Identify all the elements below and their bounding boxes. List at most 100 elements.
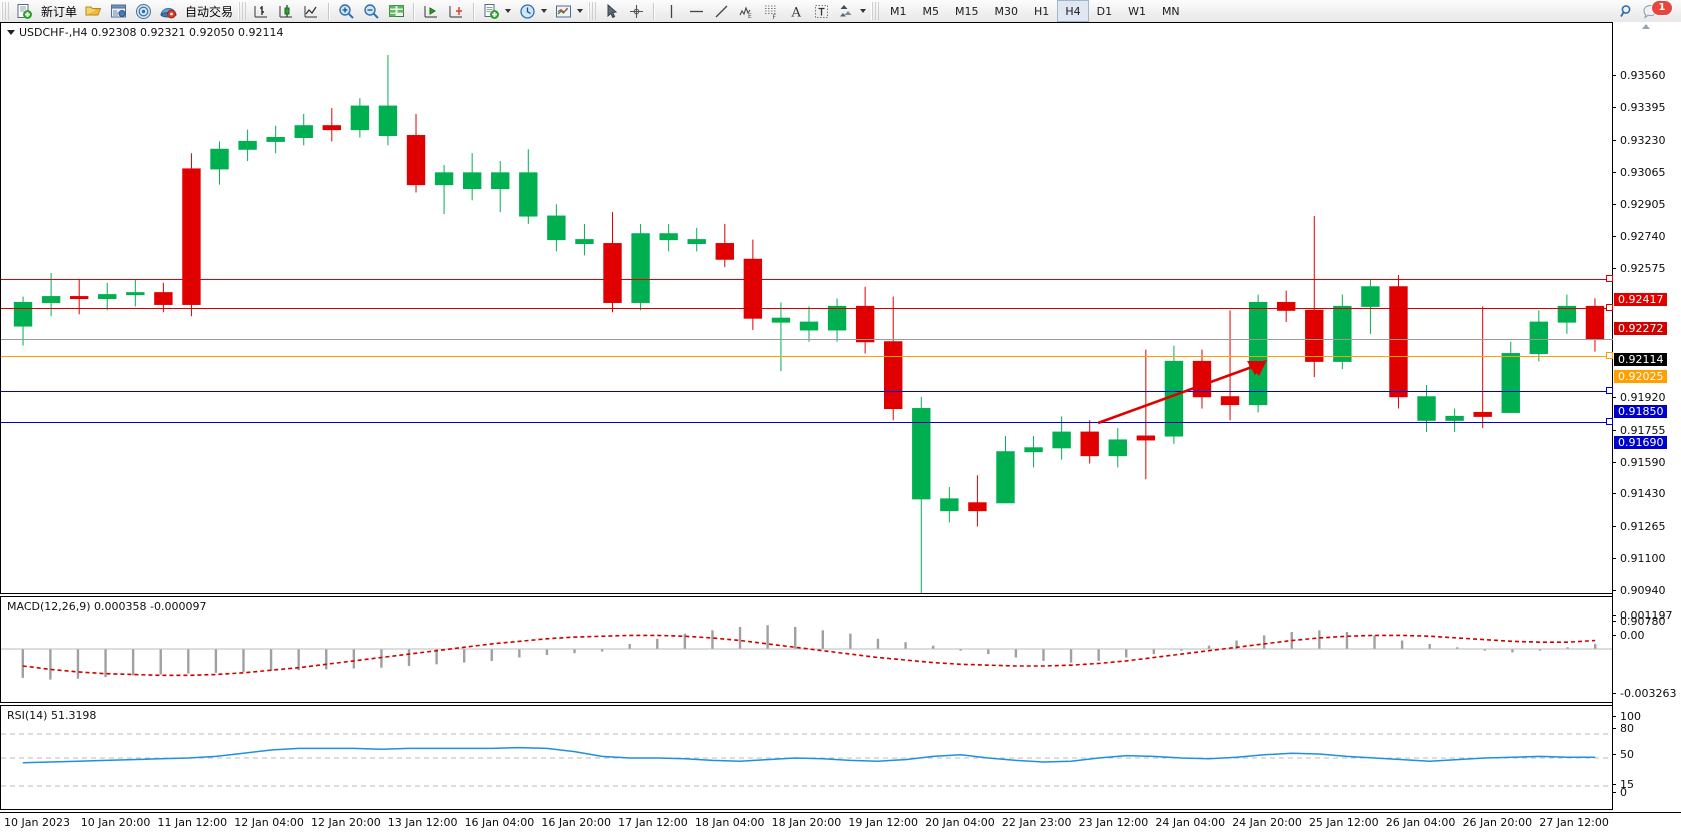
price-tick: 0.91430 xyxy=(1613,488,1681,500)
timeframe-mn[interactable]: MN xyxy=(1161,4,1180,18)
templates-chevron-down-icon[interactable] xyxy=(577,9,584,13)
radar-icon[interactable] xyxy=(131,0,156,22)
toolbar-grip-4[interactable] xyxy=(871,2,881,20)
new-order-icon[interactable] xyxy=(12,0,37,22)
chart-workspace[interactable]: USDCHF-,H4 0.92308 0.92321 0.92050 0.921… xyxy=(0,22,1681,833)
zoom-in-icon[interactable] xyxy=(334,0,359,22)
rsi-plot[interactable] xyxy=(1,706,1613,809)
pivot-level-handle[interactable] xyxy=(1606,352,1613,360)
chart-header-text: USDCHF-,H4 0.92308 0.92321 0.92050 0.921… xyxy=(19,26,284,39)
resistance-level-2[interactable] xyxy=(1,307,1613,309)
expert-advisor-icon[interactable] xyxy=(156,0,181,22)
templates-icon[interactable] xyxy=(551,0,576,22)
folder-icon[interactable] xyxy=(81,0,106,22)
support-level-2-handle[interactable] xyxy=(1606,418,1613,426)
new-order-button[interactable]: 新订单 xyxy=(41,4,78,19)
svg-text:A: A xyxy=(791,5,802,20)
time-label: 26 Jan 20:00 xyxy=(1462,816,1533,829)
time-label: 11 Jan 12:00 xyxy=(157,816,228,829)
timeframe-d1[interactable]: D1 xyxy=(1096,4,1113,18)
price-plot[interactable] xyxy=(1,23,1613,593)
indicators-chevron-down-icon[interactable] xyxy=(505,9,512,13)
market-watch-icon[interactable] xyxy=(106,0,131,22)
resistance-level-2-tag[interactable]: 0.92272 xyxy=(1614,321,1667,335)
fibonacci-tool-icon[interactable]: F xyxy=(759,0,784,22)
vertical-line-tool-icon[interactable] xyxy=(659,0,684,22)
price-scale[interactable]: 0.93560 0.93395 0.93230 0.93065 0.92905 0.927… xyxy=(1612,22,1681,810)
support-level-2-tag[interactable]: 0.91690 xyxy=(1614,436,1667,450)
rsi-tick: 15 xyxy=(1613,779,1681,791)
time-label: 16 Jan 20:00 xyxy=(541,816,611,829)
macd-tick: 0.00 xyxy=(1613,630,1681,642)
bid-price-line[interactable] xyxy=(1,338,1613,340)
resistance-level-1-tag[interactable]: 0.92417 xyxy=(1614,293,1667,307)
time-label: 22 Jan 23:00 xyxy=(1001,816,1072,829)
notifications-icon[interactable]: 1 xyxy=(1640,0,1675,22)
price-tick: 0.93560 xyxy=(1613,70,1681,82)
indicators-icon[interactable] xyxy=(479,0,504,22)
resistance-level-2-handle[interactable] xyxy=(1606,303,1613,311)
pivot-level-tag[interactable]: 0.92025 xyxy=(1614,370,1667,384)
timeframe-m15[interactable]: M15 xyxy=(955,4,979,18)
timeframe-m1[interactable]: M1 xyxy=(890,4,907,18)
rsi-tick: 0 xyxy=(1613,787,1681,799)
timeframe-bar: M1 M5 M15 M30 H1 H4 D1 W1 MN xyxy=(882,0,1188,22)
cursor-tool-icon[interactable] xyxy=(599,0,624,22)
crosshair-tool-icon[interactable] xyxy=(624,0,649,22)
macd-plot[interactable] xyxy=(1,597,1613,702)
shapes-chevron-down-icon[interactable] xyxy=(860,9,867,13)
toolbar-grip-1[interactable] xyxy=(1,2,10,20)
price-tick: 0.91755 xyxy=(1613,424,1681,437)
support-level-1-handle[interactable] xyxy=(1606,386,1613,394)
periods-clock-icon[interactable] xyxy=(515,0,540,22)
resistance-level-1-handle[interactable] xyxy=(1606,275,1613,283)
timeframe-w1[interactable]: W1 xyxy=(1128,4,1146,18)
chart-shift-icon[interactable] xyxy=(419,0,444,22)
time-scale[interactable]: 10 Jan 2023 10 Jan 20:00 11 Jan 12:00 12 Ja… xyxy=(0,812,1681,832)
rsi-pane[interactable]: RSI(14) 51.3198 xyxy=(0,705,1681,810)
shapes-tool-icon[interactable] xyxy=(834,0,859,22)
support-level-1-tag[interactable]: 0.91850 xyxy=(1614,404,1667,418)
text-label-tool-icon[interactable] xyxy=(809,0,834,22)
search-icon[interactable] xyxy=(1615,0,1640,22)
horizontal-line-tool-icon[interactable] xyxy=(684,0,709,22)
pivot-level[interactable] xyxy=(1,356,1613,358)
bar-chart-icon[interactable] xyxy=(249,0,274,22)
chart-menu-arrow-icon[interactable] xyxy=(7,30,15,35)
elliott-wave-tool-icon[interactable]: E xyxy=(734,0,759,22)
scale-scrollbar[interactable] xyxy=(1612,22,1681,31)
data-window-icon[interactable] xyxy=(384,0,409,22)
price-tick: 0.93065 xyxy=(1613,167,1681,179)
support-level-2[interactable] xyxy=(1,422,1613,424)
support-level-1[interactable] xyxy=(1,390,1613,392)
price-tick: 0.92905 xyxy=(1613,198,1681,211)
zoom-out-icon[interactable] xyxy=(359,0,384,22)
price-pane[interactable]: USDCHF-,H4 0.92308 0.92321 0.92050 0.921… xyxy=(0,22,1681,594)
chart-header: USDCHF-,H4 0.92308 0.92321 0.92050 0.921… xyxy=(7,26,283,39)
bid-price-line-tag[interactable]: 0.92114 xyxy=(1614,352,1667,366)
auto-trading-button[interactable]: 自动交易 xyxy=(185,4,234,19)
timeframe-m5[interactable]: M5 xyxy=(922,4,940,18)
price-tick: 0.93230 xyxy=(1613,134,1681,147)
time-label: 18 Jan 04:00 xyxy=(694,816,765,829)
rsi-tick: 80 xyxy=(1613,723,1681,735)
periods-chevron-down-icon[interactable] xyxy=(541,9,548,13)
timeframe-h1[interactable]: H1 xyxy=(1034,4,1050,18)
svg-text:F: F xyxy=(773,14,777,20)
toolbar-grip-3[interactable] xyxy=(588,2,598,20)
time-label: 12 Jan 20:00 xyxy=(311,816,381,829)
timeframe-m30[interactable]: M30 xyxy=(994,4,1019,18)
trendline-tool-icon[interactable] xyxy=(709,0,734,22)
macd-pane[interactable]: MACD(12,26,9) 0.000358 -0.000097 xyxy=(0,596,1681,703)
toolbar-separator-4 xyxy=(653,2,656,20)
svg-text:E: E xyxy=(748,13,752,20)
price-tick: 0.91100 xyxy=(1613,553,1681,565)
line-chart-icon[interactable] xyxy=(299,0,324,22)
resistance-level-1[interactable] xyxy=(1,279,1613,281)
timeframe-h4[interactable]: H4 xyxy=(1057,0,1089,22)
candlestick-chart-icon[interactable] xyxy=(274,0,299,22)
toolbar-grip-2[interactable] xyxy=(238,2,248,20)
rsi-tick: 50 xyxy=(1613,749,1681,761)
auto-scroll-icon[interactable] xyxy=(444,0,469,22)
text-tool-icon[interactable]: A xyxy=(784,0,809,22)
